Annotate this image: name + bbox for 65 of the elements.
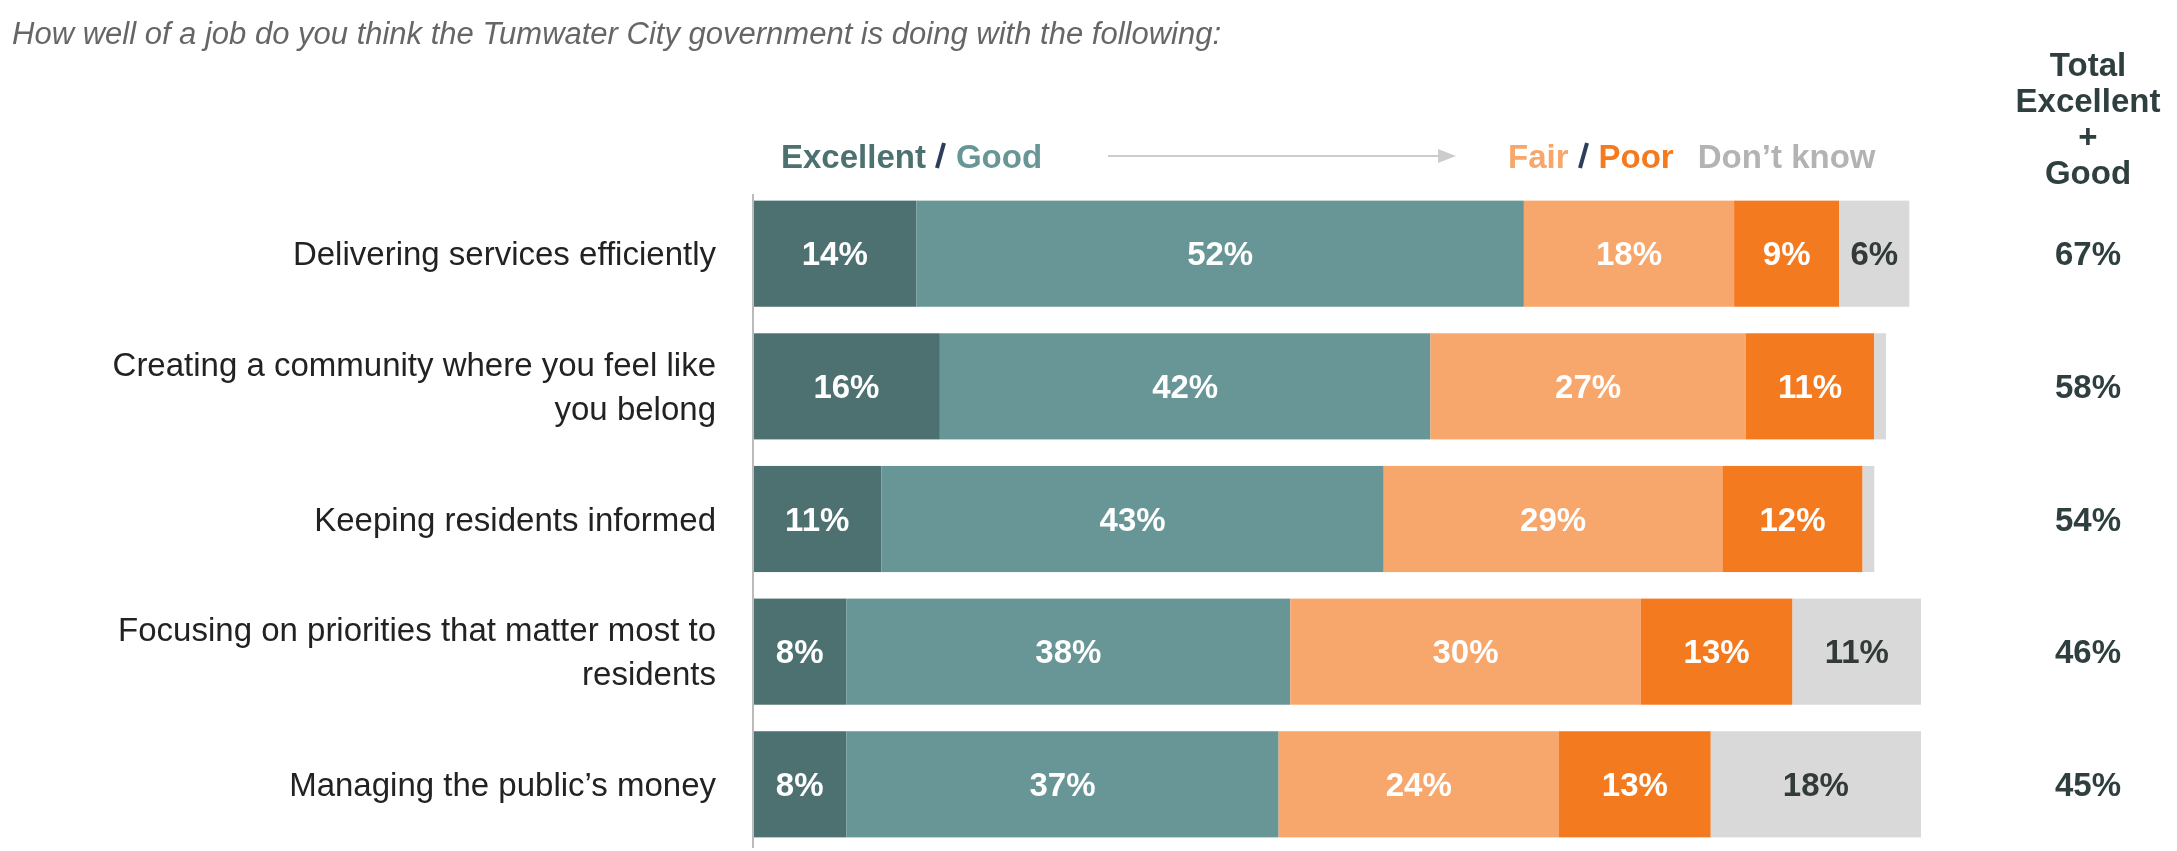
data-label: 27% <box>1555 367 1622 405</box>
data-label: 37% <box>1029 765 1096 803</box>
bar <box>1722 465 1863 573</box>
text: 58% <box>2054 367 2122 405</box>
series-label: Good <box>955 137 1043 175</box>
y-tick-label: Managing the public’s money <box>289 765 717 803</box>
bar <box>1558 731 1711 838</box>
bar <box>1839 200 1910 307</box>
data-label: 52% <box>1187 235 1254 273</box>
data-label: 9% <box>1762 235 1811 273</box>
bar <box>1710 731 1921 838</box>
bar <box>1383 465 1723 573</box>
data-label: 42% <box>1152 367 1219 405</box>
data-label: 18% <box>1595 235 1663 273</box>
data-label: 38% <box>1035 633 1102 671</box>
data-label: 18% <box>1782 765 1849 803</box>
bar <box>753 731 847 838</box>
data-label: 29% <box>1520 500 1587 538</box>
bar <box>1523 200 1735 307</box>
data-label: 11% <box>1777 367 1843 405</box>
bar <box>753 598 847 705</box>
text: 67% <box>2054 235 2122 273</box>
data-label: 13% <box>1683 633 1750 671</box>
data-label: 8% <box>775 633 824 671</box>
bar <box>1792 598 1921 705</box>
data-label: 6% <box>1850 235 1899 273</box>
data-label: 8% <box>775 765 824 803</box>
bar <box>1640 598 1793 705</box>
series-label: Fair <box>1508 137 1569 175</box>
data-label: 12% <box>1759 500 1826 538</box>
series-label: Poor <box>1598 137 1674 175</box>
data-label: 24% <box>1385 765 1452 803</box>
y-tick-label: Focusing on priorities that matter most to residents <box>118 611 716 693</box>
data-label: 30% <box>1432 633 1499 671</box>
bar <box>846 598 1291 705</box>
y-tick-label: Keeping residents informed <box>314 500 716 538</box>
text: 54% <box>2054 500 2122 538</box>
bar <box>1745 333 1875 440</box>
chart-title: How well of a job do you think the Tumwater City government is doing with the following: <box>12 16 1222 51</box>
bar <box>1862 465 1875 573</box>
bar <box>1734 200 1840 307</box>
bar <box>1874 333 1886 440</box>
series-label: Excellent <box>781 137 926 175</box>
series-label: Don’t know <box>1697 137 1876 175</box>
text: Total Excellent + Good <box>2015 46 2161 191</box>
bar <box>753 200 917 307</box>
data-label: 43% <box>1099 500 1166 538</box>
data-label: 11% <box>1824 633 1889 671</box>
bar <box>753 333 940 440</box>
y-tick-label: Delivering services efficiently <box>292 235 717 273</box>
data-label: 16% <box>813 367 880 405</box>
text: 45% <box>2054 765 2122 803</box>
bar <box>846 731 1279 838</box>
data-label: 13% <box>1601 765 1668 803</box>
bar <box>939 333 1431 440</box>
bar <box>1430 333 1746 440</box>
data-label: 11% <box>785 500 850 538</box>
bar <box>753 465 882 573</box>
data-label: 14% <box>801 235 868 273</box>
bar <box>916 200 1524 307</box>
bar <box>1290 598 1641 705</box>
text: 46% <box>2054 633 2122 671</box>
y-tick-label: Creating a community where you feel like you belong <box>112 345 716 427</box>
bar <box>1278 731 1559 838</box>
bar <box>881 465 1384 573</box>
